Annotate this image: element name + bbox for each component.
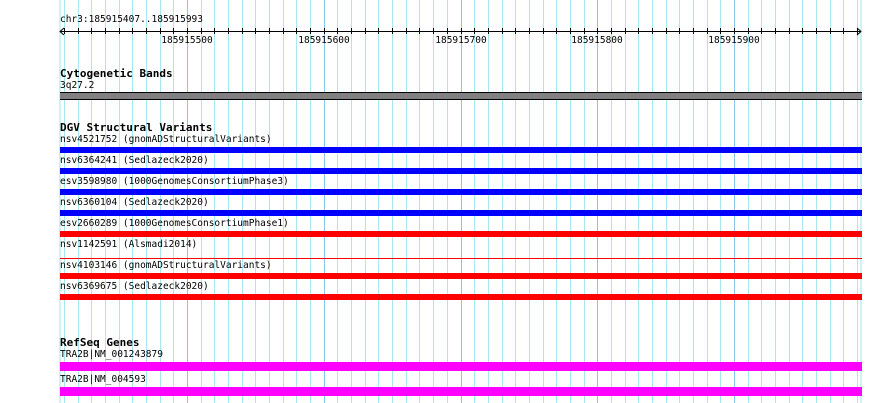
gene-label: TRA2B|NM_001243879 [60,349,163,360]
gene-bar[interactable] [60,362,862,371]
variant-bar[interactable] [60,189,862,195]
variant-bar[interactable] [60,294,862,300]
variant-label: esv3598980 (1000GenomesConsortiumPhase3) [60,176,289,187]
variant-bar[interactable] [60,147,862,153]
variant-bar[interactable] [60,258,862,259]
gene-label: TRA2B|NM_004593 [60,374,146,385]
track-title-cytogenetic-bands: Cytogenetic Bands [60,67,173,80]
ruler-tick-label: 185915700 [435,35,487,46]
variant-label: nsv6364241 (Sedlazeck2020) [60,155,209,166]
cytoband-label: 3q27.2 [60,80,95,91]
cytoband-bar[interactable] [60,92,862,100]
variant-label: nsv4103146 (gnomADStructuralVariants) [60,260,272,271]
variant-label: esv2660289 (1000GenomesConsortiumPhase1) [60,218,289,229]
ruler-right-arrow [856,27,862,36]
location-label: chr3:185915407..185915993 [60,14,203,25]
ruler-tick-label: 185915500 [161,35,213,46]
gene-bar[interactable] [60,387,862,396]
variant-label: nsv6369675 (Sedlazeck2020) [60,281,209,292]
track-title-dgv: DGV Structural Variants [60,121,213,134]
variant-bar[interactable] [60,231,862,237]
variant-bar[interactable] [60,210,862,216]
ruler-tick-label: 185915600 [298,35,350,46]
variant-label: nsv6360104 (Sedlazeck2020) [60,197,209,208]
ruler-tick-label: 185915800 [571,35,623,46]
variant-label: nsv1142591 (Alsmadi2014) [60,239,198,250]
ruler-left-arrow [59,27,65,36]
ruler-tick-label: 185915900 [708,35,760,46]
variant-bar[interactable] [60,273,862,279]
track-title-refseq: RefSeq Genes [60,336,140,349]
variant-bar[interactable] [60,168,862,174]
variant-label: nsv4521752 (gnomADStructuralVariants) [60,134,272,145]
